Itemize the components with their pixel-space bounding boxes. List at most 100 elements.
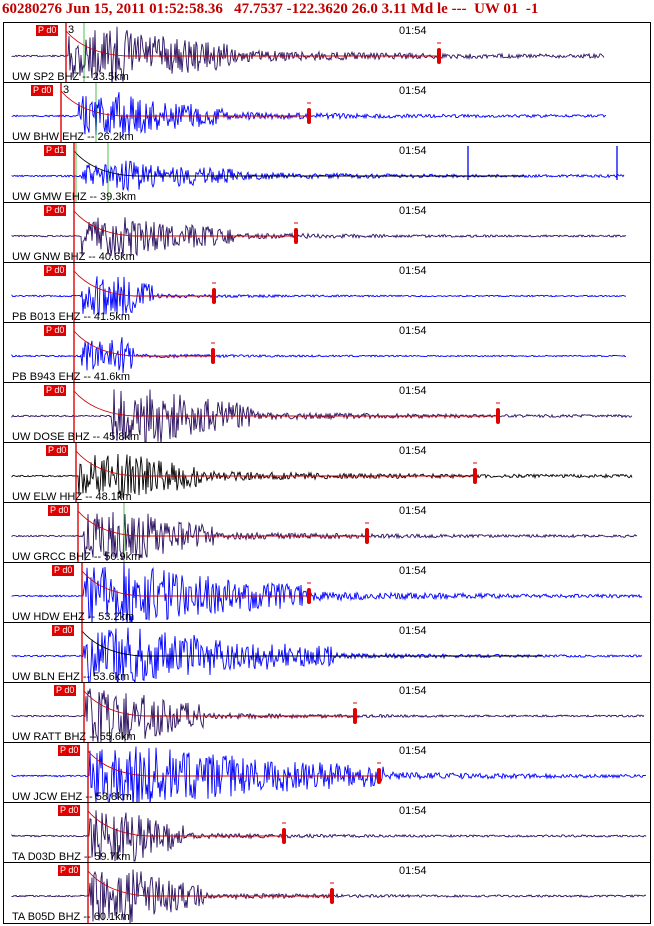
coda-end-marker [282, 828, 286, 844]
station-channel-label: TA B05D BHZ -- 60.1km [12, 911, 130, 923]
phase-pick-flag[interactable]: P d0 [44, 325, 67, 336]
time-tick-label: 01:54 [399, 865, 427, 877]
trace-panel[interactable]: P d0 3 01:54 UW SP2 BHZ -- 23.5km [3, 22, 651, 84]
waveform-trace [11, 160, 625, 192]
waveform-trace [11, 453, 633, 500]
coda-end-marker [307, 588, 311, 604]
coda-end-marker [212, 288, 216, 304]
trace-panel[interactable]: P d0 3 01:54 UW BHW EHZ -- 26.2km [3, 82, 651, 144]
time-tick-label: 01:54 [399, 205, 427, 217]
waveform-plot [11, 503, 638, 563]
phase-pick-flag[interactable]: P d0 [52, 625, 75, 636]
coda-end-marker [473, 468, 477, 484]
coda-envelope-line [81, 570, 309, 597]
trace-panel[interactable]: P d0 01:54 UW BLN EHZ -- 53.6km [3, 622, 651, 684]
trace-panel[interactable]: P d0 01:54 UW RATT BHZ -- 55.6km [3, 682, 651, 744]
trace-panel[interactable]: P d0 01:54 UW GRCC BHZ -- 50.9km [3, 502, 651, 564]
time-tick-label: 01:54 [399, 625, 427, 637]
phase-pick-flag[interactable]: P d0 [58, 805, 81, 816]
coda-envelope-line [75, 450, 475, 477]
phase-pick-flag[interactable]: P d0 [52, 565, 75, 576]
coda-end-marker [377, 768, 381, 784]
coda-envelope-line [87, 750, 379, 777]
coda-envelope-line [73, 390, 498, 417]
waveform-plot [11, 263, 626, 323]
pick-weight-label: 3 [68, 24, 75, 36]
time-tick-label: 01:54 [399, 325, 427, 337]
station-channel-label: UW BHW EHZ -- 26.2km [12, 131, 134, 143]
phase-pick-flag[interactable]: P d0 [44, 385, 67, 396]
trace-panel[interactable]: P d1 01:54 UW GMW EHZ -- 39.3km [3, 142, 651, 204]
coda-envelope-line [77, 510, 367, 537]
trace-panel[interactable]: P d0 01:54 TA D03D BHZ -- 59.7km [3, 802, 651, 864]
waveform-trace [11, 337, 627, 373]
coda-end-marker [365, 528, 369, 544]
coda-envelope-line [73, 270, 214, 297]
phase-pick-flag[interactable]: P d0 [44, 265, 67, 276]
station-channel-label: PB B943 EHZ -- 41.6km [12, 371, 130, 383]
time-tick-label: 01:54 [399, 85, 427, 97]
time-tick-label: 01:54 [399, 265, 427, 277]
time-tick-label: 01:54 [399, 565, 427, 577]
trace-panel[interactable]: P d0 01:54 UW DOSE BHZ -- 45.8km [3, 382, 651, 444]
waveform-plot [11, 383, 633, 443]
phase-pick-flag[interactable]: P d0 [31, 85, 54, 96]
coda-envelope-line [73, 330, 213, 357]
station-channel-label: UW GMW EHZ -- 39.3km [12, 191, 137, 203]
coda-envelope-line [73, 150, 524, 177]
waveform-plot [11, 863, 647, 923]
station-channel-label: PB B013 EHZ -- 41.5km [12, 311, 130, 323]
trace-panel[interactable]: P d0 01:54 UW GNW BHZ -- 40.6km [3, 202, 651, 264]
phase-pick-flag[interactable]: P d0 [58, 865, 81, 876]
phase-pick-flag[interactable]: P d0 [36, 25, 59, 36]
phase-pick-flag[interactable]: P d0 [54, 685, 77, 696]
time-tick-label: 01:54 [399, 805, 427, 817]
coda-envelope-line [73, 210, 296, 237]
station-channel-label: UW JCW EHZ -- 58.8km [12, 791, 132, 803]
phase-pick-flag[interactable]: P d0 [58, 745, 81, 756]
phase-pick-flag[interactable]: P d0 [44, 205, 67, 216]
station-channel-label: UW SP2 BHZ -- 23.5km [12, 71, 129, 83]
coda-envelope-line [87, 870, 332, 897]
waveform-plot [11, 323, 627, 383]
waveform-plot [11, 743, 647, 803]
trace-panel[interactable]: P d0 01:54 UW ELW HHZ -- 48.1km [3, 442, 651, 504]
phase-pick-flag[interactable]: P d0 [46, 445, 69, 456]
waveform-trace [11, 563, 643, 623]
time-tick-label: 01:54 [399, 745, 427, 757]
trace-panel[interactable]: P d0 01:54 UW HDW EHZ -- 53.2km [3, 562, 651, 624]
waveform-trace [11, 389, 633, 443]
station-channel-label: UW BLN EHZ -- 53.6km [12, 671, 130, 683]
trace-panel[interactable]: P d0 01:54 PB B013 EHZ -- 41.5km [3, 262, 651, 324]
station-channel-label: UW ELW HHZ -- 48.1km [12, 491, 132, 503]
station-channel-label: UW HDW EHZ -- 53.2km [12, 611, 135, 623]
waveform-plot [11, 23, 605, 83]
time-tick-label: 01:54 [399, 445, 427, 457]
event-header: 60280276 Jun 15, 2011 01:52:58.36 47.753… [0, 0, 654, 22]
trace-panel[interactable]: P d0 01:54 UW JCW EHZ -- 58.8km [3, 742, 651, 804]
time-tick-label: 01:54 [399, 25, 427, 37]
coda-end-marker [353, 708, 357, 724]
seismogram-trace-list[interactable]: P d0 3 01:54 UW SP2 BHZ -- 23.5km P d0 3 01:54… [0, 22, 654, 926]
time-tick-label: 01:54 [399, 685, 427, 697]
station-channel-label: UW GRCC BHZ -- 50.9km [12, 551, 141, 563]
waveform-plot [11, 683, 645, 743]
waveform-trace [11, 746, 647, 803]
time-tick-label: 01:54 [399, 505, 427, 517]
waveform-trace [11, 688, 645, 743]
coda-envelope-line [65, 30, 439, 57]
coda-envelope-line [81, 630, 542, 657]
phase-pick-flag[interactable]: P d0 [48, 505, 71, 516]
station-channel-label: TA D03D BHZ -- 59.7km [12, 851, 131, 863]
event-summary-text: 60280276 Jun 15, 2011 01:52:58.36 47.753… [2, 1, 539, 17]
trace-panel[interactable]: P d0 01:54 PB B943 EHZ -- 41.6km [3, 322, 651, 384]
phase-pick-flag[interactable]: P d1 [44, 145, 67, 156]
waveform-trace [11, 512, 638, 562]
trace-panel[interactable]: P d0 01:54 TA B05D BHZ -- 60.1km [3, 862, 651, 924]
station-channel-label: UW GNW BHZ -- 40.6km [12, 251, 135, 263]
coda-end-marker [496, 408, 500, 424]
waveform-plot [11, 803, 647, 863]
time-tick-label: 01:54 [399, 145, 427, 157]
station-channel-label: UW DOSE BHZ -- 45.8km [12, 431, 140, 443]
coda-envelope-line [60, 90, 309, 117]
